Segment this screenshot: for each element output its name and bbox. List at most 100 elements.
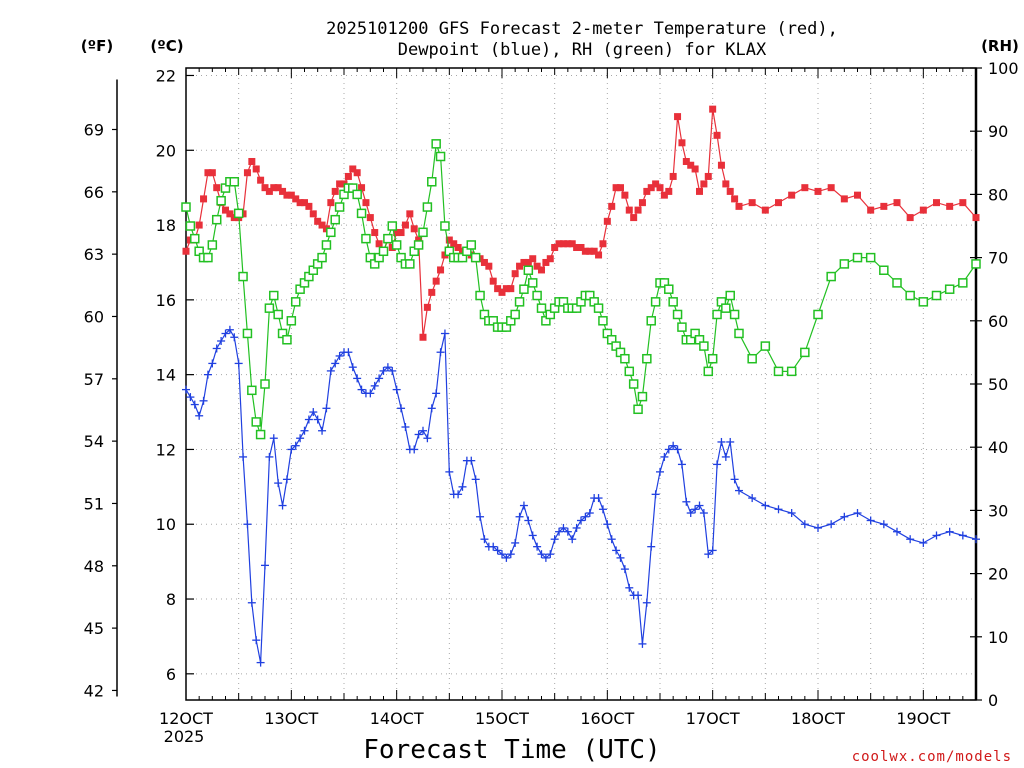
dewpoint-point [370,381,379,390]
dewpoint-point [656,467,664,476]
x-tick-label: 19OCT [896,709,950,728]
rh-point [466,240,477,250]
dewpoint-point [265,452,274,461]
rh-point [944,284,955,294]
dewpoint-point [682,497,691,506]
rh-point [620,353,630,364]
temperature-point [919,206,927,214]
dewpoint-point [203,370,212,379]
rh-point [813,309,823,320]
rh-point [677,322,687,332]
temperature-point [200,195,208,203]
rh-point [251,417,261,427]
temperature-point [643,187,651,195]
temperature-point [331,187,339,195]
temperature-point [393,229,401,237]
dewpoint-point [278,501,287,510]
rh-point [800,347,810,358]
temperature-point [520,258,528,266]
temperature-point [533,262,541,270]
dewpoint-point [945,527,954,536]
dewpoint-point [713,460,722,469]
dewpoint-point [261,561,269,570]
celsius-tick-label: 8 [166,590,176,609]
dewpoint-point [594,494,603,503]
dewpoint-point [309,408,318,417]
rh-point [593,303,604,313]
rh-point [628,379,639,389]
dewpoint-point [498,550,506,559]
rh-point [361,233,371,244]
dewpoint-point [388,366,397,375]
x-tick-label: 17OCT [686,709,740,728]
credit-text: coolwx.com/models [852,749,1012,765]
dewpoint-point [853,509,862,518]
dewpoint-point [893,527,901,536]
temperature-point [840,195,848,203]
rh-point [598,316,608,326]
rh-point [282,335,292,345]
temperature-point [559,240,567,248]
dewpoint-point [603,520,612,529]
fahrenheit-tick-label: 66 [84,183,104,202]
temperature-point [489,277,497,285]
rh-point [207,240,218,250]
dewpoint-point [761,501,770,510]
dewpoint-point [748,494,757,503]
rh-point [238,271,248,282]
dewpoint-point [436,348,445,357]
fahrenheit-tick-label: 42 [84,681,104,700]
temperature-point [419,333,427,341]
dewpoint-point [634,591,643,600]
dewpoint-point [515,512,524,521]
temperature-point [568,240,576,248]
temperature-point [410,225,418,233]
dewpoint-point [480,535,489,544]
temperature-point [318,221,326,229]
dewpoint-point [414,430,423,439]
dewpoint-point [664,445,673,454]
dewpoint-point [348,363,357,372]
rh-point [839,259,850,269]
temperature-point [735,202,743,210]
temperature-point [696,187,703,195]
temperature-point [279,187,287,195]
rh-axis-unit: (RH) [981,37,1019,55]
rh-point [269,290,279,301]
temperature-point [415,236,423,244]
dewpoint-point [598,505,607,514]
dewpoint-point [669,441,678,450]
rh-tick-label: 40 [988,438,1008,457]
rh-point [642,353,652,364]
temperature-point [353,169,361,177]
temperature-point [336,180,344,188]
temperature-point [305,202,313,210]
plot-frame [185,67,977,701]
celsius-tick-label: 14 [156,366,176,385]
series-2 [181,139,981,440]
temperature-point [366,214,374,222]
dewpoint-point [840,512,849,521]
temperature-point [612,184,620,192]
rh-tick-label: 100 [988,59,1019,78]
dewpoint-point [642,598,651,607]
rh-point [773,366,784,377]
rh-point [330,214,340,225]
temperature-point [283,191,291,199]
chart-title-line-1: 2025101200 GFS Forecast 2-meter Temperat… [326,19,838,39]
dewpoint-point [440,329,449,338]
temperature-point [362,199,370,207]
dewpoint-point [541,553,550,562]
temperature-point [182,247,190,255]
temperature-point [375,240,383,248]
temperature-point [599,240,607,248]
dewpoint-point [445,467,454,476]
temperature-point [590,247,598,255]
rh-point [475,290,485,301]
rh-point [931,290,942,301]
rh-tick-label: 50 [988,375,1008,394]
temperature-point [551,244,559,252]
dewpoint-point [607,535,616,544]
dewpoint-point [423,434,432,443]
temperature-point [257,176,265,184]
